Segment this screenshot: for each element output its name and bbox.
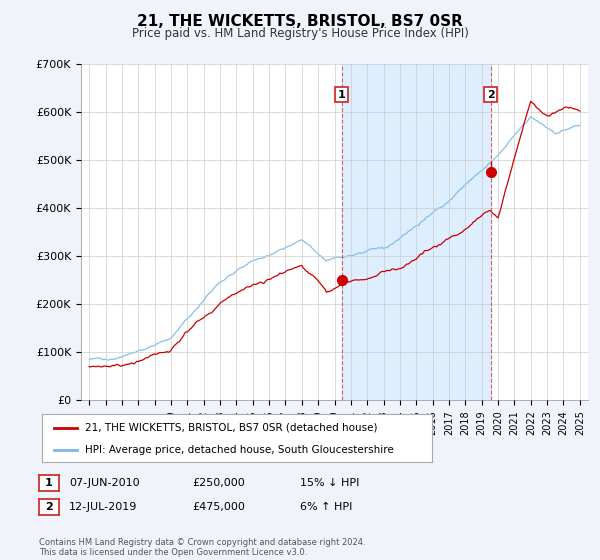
Text: £475,000: £475,000 bbox=[192, 502, 245, 512]
Text: 12-JUL-2019: 12-JUL-2019 bbox=[69, 502, 137, 512]
Text: HPI: Average price, detached house, South Gloucestershire: HPI: Average price, detached house, Sout… bbox=[85, 445, 394, 455]
Text: 21, THE WICKETTS, BRISTOL, BS7 0SR (detached house): 21, THE WICKETTS, BRISTOL, BS7 0SR (deta… bbox=[85, 423, 377, 433]
Bar bbox=[341, 64, 491, 400]
Text: 1: 1 bbox=[338, 90, 346, 100]
Text: 15% ↓ HPI: 15% ↓ HPI bbox=[300, 478, 359, 488]
Text: 1: 1 bbox=[45, 478, 53, 488]
Text: 21, THE WICKETTS, BRISTOL, BS7 0SR: 21, THE WICKETTS, BRISTOL, BS7 0SR bbox=[137, 14, 463, 29]
Text: Contains HM Land Registry data © Crown copyright and database right 2024.
This d: Contains HM Land Registry data © Crown c… bbox=[39, 538, 365, 557]
Text: Price paid vs. HM Land Registry's House Price Index (HPI): Price paid vs. HM Land Registry's House … bbox=[131, 27, 469, 40]
Text: 6% ↑ HPI: 6% ↑ HPI bbox=[300, 502, 352, 512]
Text: 2: 2 bbox=[487, 90, 494, 100]
Text: 07-JUN-2010: 07-JUN-2010 bbox=[69, 478, 140, 488]
Text: £250,000: £250,000 bbox=[192, 478, 245, 488]
Text: 2: 2 bbox=[45, 502, 53, 512]
